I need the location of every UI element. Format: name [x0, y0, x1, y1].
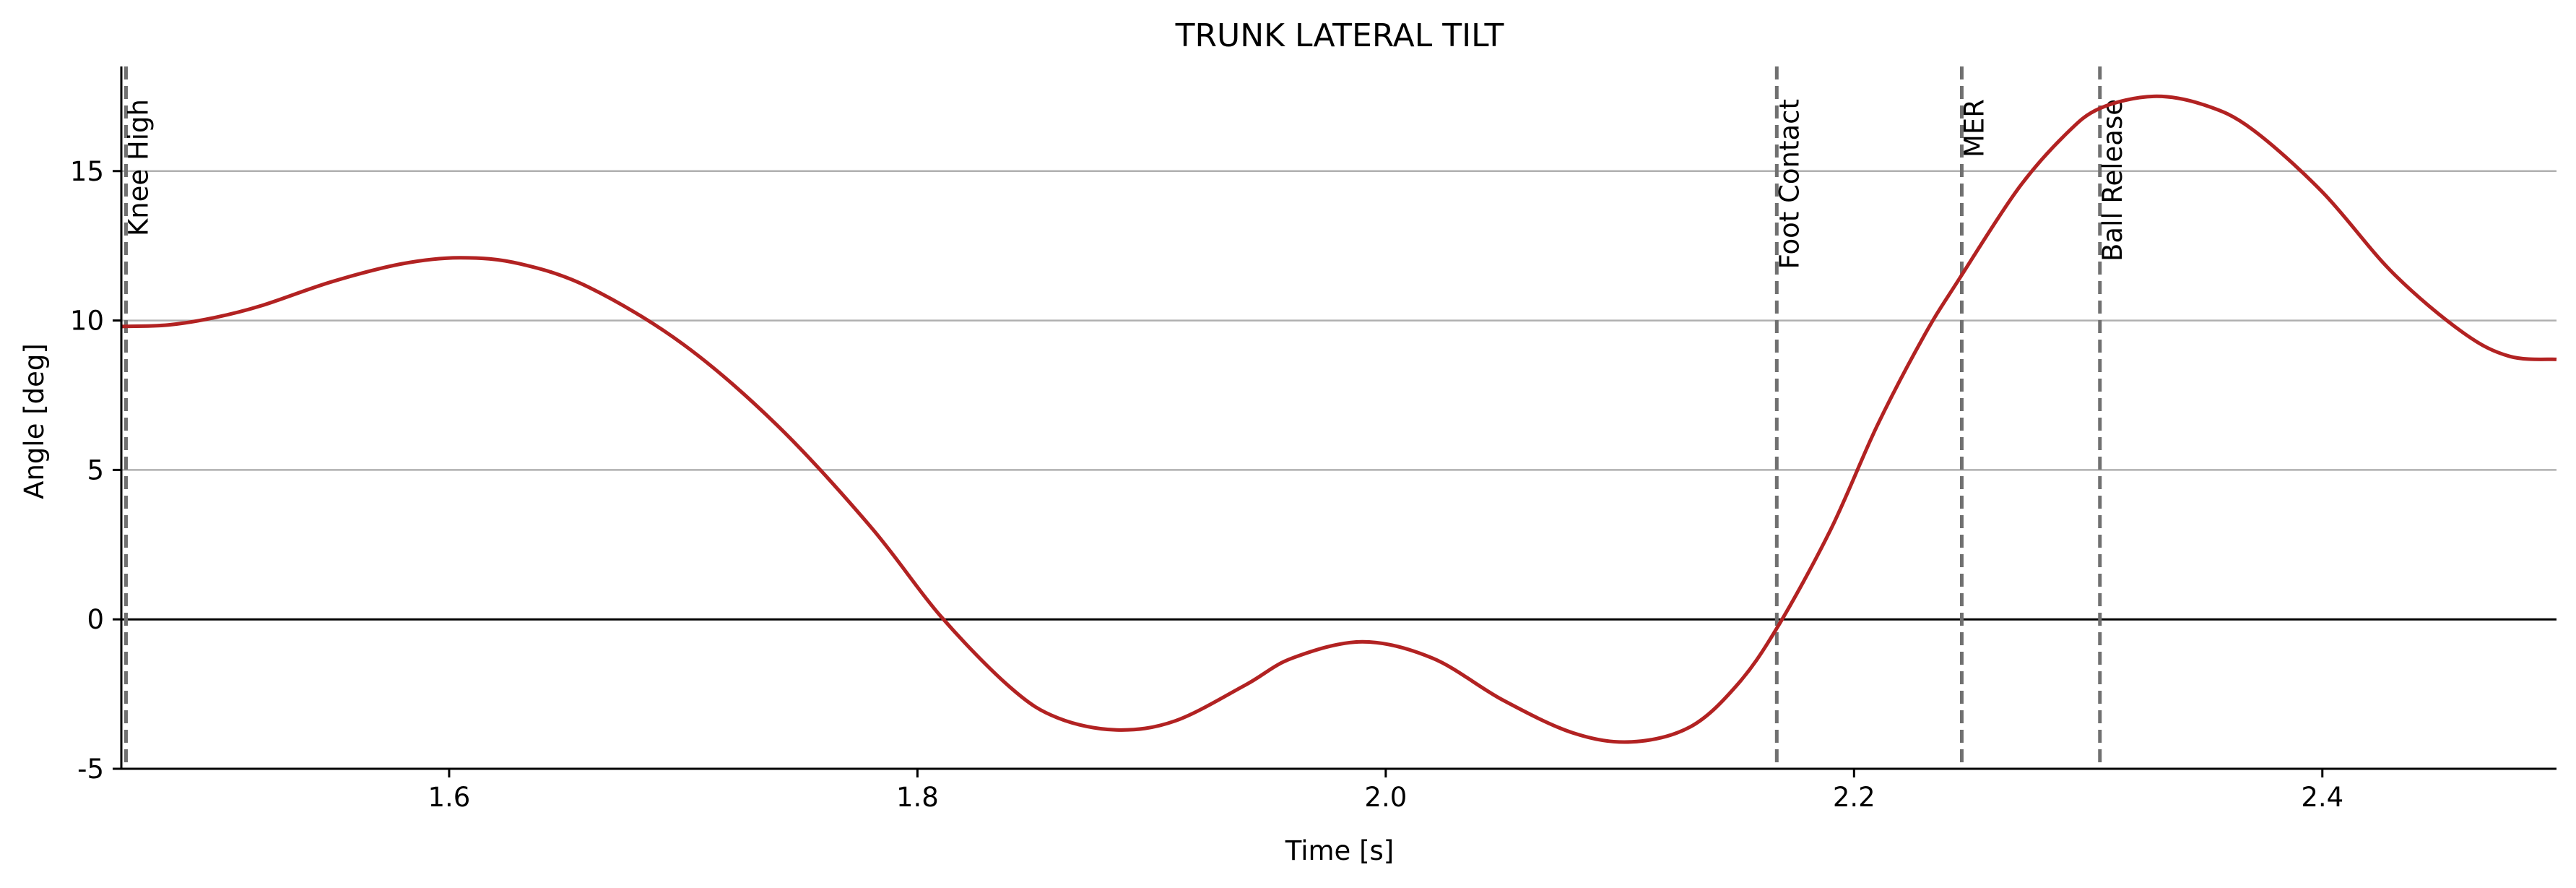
event-label: Ball Release — [2097, 99, 2128, 262]
y-tick-label: 15 — [70, 156, 104, 187]
event-markers: Knee High Foot Contact MER Ball Release — [123, 66, 2128, 769]
x-tick-label: 2.2 — [1833, 782, 1875, 813]
x-tick-label: 2.4 — [2301, 782, 2343, 813]
event-label: MER — [1959, 99, 1990, 158]
x-tick-label: 1.8 — [896, 782, 939, 813]
x-axis-label: Time [s] — [1285, 835, 1394, 866]
y-axis-ticks: -5 0 5 10 15 — [70, 156, 121, 785]
x-tick-label: 2.0 — [1364, 782, 1407, 813]
y-tick-label: -5 — [77, 754, 104, 785]
chart-title: TRUNK LATERAL TILT — [1175, 17, 1504, 54]
event-label: Foot Contact — [1774, 99, 1805, 269]
y-tick-label: 5 — [87, 454, 104, 486]
y-gridlines — [121, 170, 2557, 770]
y-tick-label: 10 — [70, 306, 104, 337]
x-tick-label: 1.6 — [428, 782, 471, 813]
y-tick-label: 0 — [87, 604, 104, 635]
x-axis-ticks: 1.6 1.8 2.0 2.2 2.4 — [428, 769, 2343, 813]
series-line-0 — [121, 94, 2557, 744]
y-axis-label: Angle [deg] — [19, 343, 50, 499]
axes — [120, 66, 2557, 770]
event-label: Knee High — [123, 99, 154, 236]
series-layer — [121, 94, 2557, 744]
